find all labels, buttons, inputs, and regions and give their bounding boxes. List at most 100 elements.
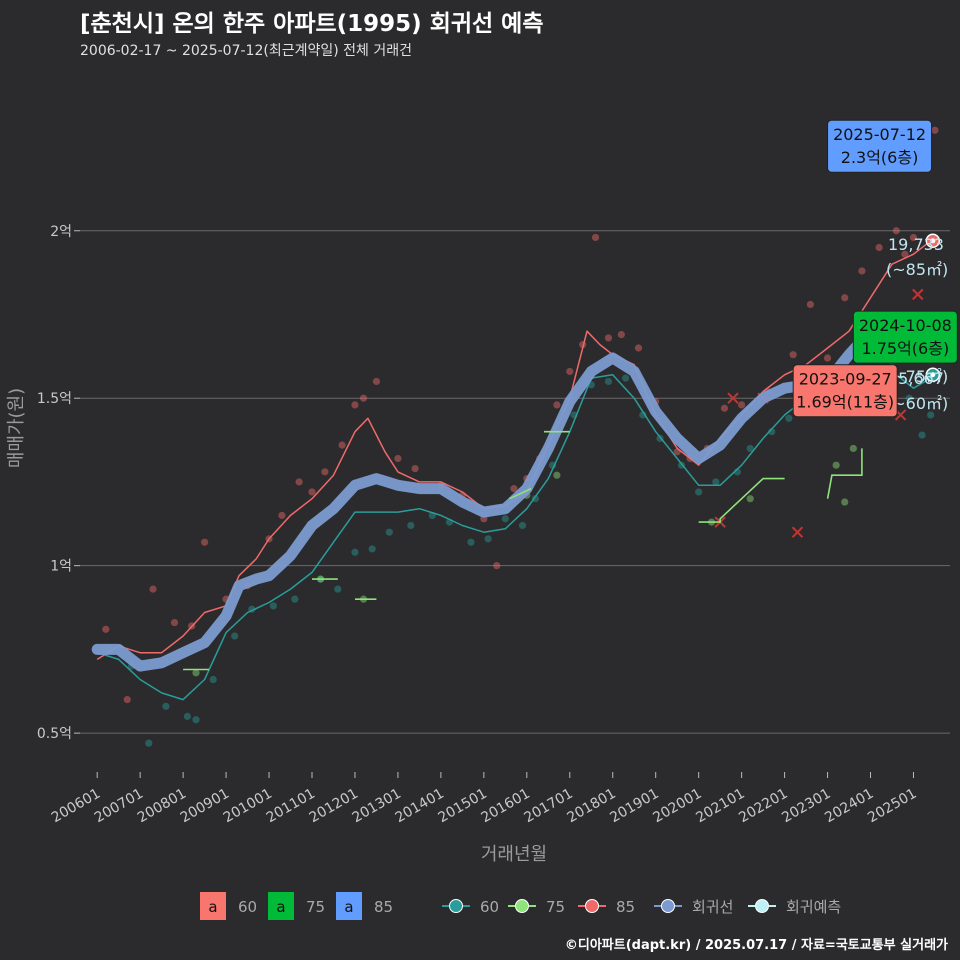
legend-line-label: 회귀예측 xyxy=(786,898,841,916)
scatter-point xyxy=(501,515,509,523)
scatter-point xyxy=(308,488,316,496)
scatter-point xyxy=(278,511,286,520)
scatter-point xyxy=(892,227,900,235)
scatter-point xyxy=(604,377,613,386)
scatter-point xyxy=(591,233,600,242)
scatter-point xyxy=(411,464,419,473)
x-tick-label: 201501 xyxy=(436,786,490,827)
legend-box-glyph: a xyxy=(276,898,285,916)
legend-line-item: 60 xyxy=(442,898,499,916)
scatter-point xyxy=(634,344,643,352)
scatter-point xyxy=(149,585,157,593)
x-tick-label: 201401 xyxy=(393,786,447,827)
scatter-point xyxy=(467,538,475,546)
scatter-point xyxy=(858,267,866,275)
scatter-point xyxy=(931,126,939,134)
legend-line-label: 85 xyxy=(616,898,635,916)
scatter-point xyxy=(394,454,402,463)
scatter-point xyxy=(484,535,492,543)
scatter-point xyxy=(359,394,368,402)
scatter-point xyxy=(291,595,299,603)
footer-credit: ©디아파트(dapt.kr) / 2025.07.17 / 자료=국토교통부 실… xyxy=(564,938,948,953)
annotation-date: 2024-10-08 xyxy=(859,316,952,335)
scatter-point xyxy=(823,354,832,362)
legend-box-label: 75 xyxy=(306,898,325,916)
scatter-point xyxy=(372,377,381,386)
scatter-point xyxy=(720,404,729,412)
legend-box-swatch xyxy=(268,892,294,920)
annotation-price: 1.75억(6층) xyxy=(861,339,949,358)
scatter-point xyxy=(746,444,754,453)
legend-box-item: a 75 xyxy=(268,892,325,920)
scatter-point xyxy=(695,488,703,496)
scatter-point xyxy=(832,461,840,469)
scatter-point xyxy=(407,521,415,530)
scatter-point xyxy=(918,431,926,439)
y-tick-label: 1억 xyxy=(50,559,72,575)
scatter-point xyxy=(875,243,883,252)
legend-line-item: 회귀예측 xyxy=(748,898,841,916)
end-value-label: 15,667 xyxy=(888,369,944,388)
x-tick-label: 200701 xyxy=(92,786,146,827)
series-75-segment xyxy=(698,477,785,523)
scatter-point xyxy=(493,562,501,570)
legend-line-marker xyxy=(661,899,675,913)
legend-box-label: 60 xyxy=(238,898,257,916)
legend-line-item: 회귀선 xyxy=(654,898,733,916)
scatter-point xyxy=(102,625,110,633)
legend-line-label: 회귀선 xyxy=(692,898,733,916)
x-tick-label: 200801 xyxy=(135,786,189,827)
scatter-point xyxy=(841,294,849,302)
x-tick-label: 201801 xyxy=(564,786,618,827)
x-tick-label: 202401 xyxy=(822,786,876,827)
legend-box-glyph: a xyxy=(344,898,353,916)
annotation-box xyxy=(827,119,933,173)
legend-line-item: 85 xyxy=(578,898,635,916)
x-tick-label: 200901 xyxy=(178,786,232,827)
scatter-point xyxy=(806,300,814,309)
annotation-box xyxy=(852,310,958,364)
legend-line-item: 75 xyxy=(508,898,565,916)
cancelled-deal-mark xyxy=(791,526,804,538)
scatter-point xyxy=(385,528,393,536)
x-tick-label: 202501 xyxy=(865,786,919,827)
series-60-line xyxy=(96,370,932,701)
x-tick-label: 201701 xyxy=(521,786,575,827)
x-axis-title: 거래년월 xyxy=(481,844,547,865)
scatter-point xyxy=(841,498,849,506)
scatter-point xyxy=(785,414,793,422)
scatter-point xyxy=(617,330,625,339)
scatter-point xyxy=(849,444,857,453)
annotation-price: 2.3억(6층) xyxy=(841,148,919,167)
cancelled-deal-mark xyxy=(727,392,739,404)
scatter-point xyxy=(789,351,797,359)
x-tick-label: 202201 xyxy=(736,786,790,827)
legend-line-label: 60 xyxy=(480,898,499,916)
regression-line xyxy=(91,312,939,672)
scatter-point xyxy=(338,441,346,449)
legend-box-swatch xyxy=(200,892,226,920)
scatter-point xyxy=(209,675,217,684)
legend-line-marker xyxy=(755,899,769,913)
annotation-price: 1.69억(11층) xyxy=(796,393,894,412)
scatter-point xyxy=(712,478,720,486)
x-tick-label: 202101 xyxy=(693,786,747,827)
x-tick-label: 200601 xyxy=(49,786,103,827)
x-tick-label: 201201 xyxy=(307,786,361,827)
legend-box-label: 85 xyxy=(374,898,393,916)
scatter-point xyxy=(927,411,935,419)
scatter-point xyxy=(351,401,359,409)
scatter-point xyxy=(746,495,754,503)
scatter-point xyxy=(269,602,277,610)
scatter-point xyxy=(905,394,913,402)
scatter-point xyxy=(145,739,153,747)
scatter-point xyxy=(200,538,209,546)
x-tick-label: 201301 xyxy=(350,786,404,827)
cancelled-deal-mark xyxy=(912,288,924,301)
x-tick-label: 202301 xyxy=(779,786,833,827)
x-tick-label: 201001 xyxy=(221,786,275,827)
annotation-box xyxy=(792,364,898,418)
end-value-label: 19,733 xyxy=(888,235,944,254)
legend-line-marker xyxy=(449,899,463,913)
